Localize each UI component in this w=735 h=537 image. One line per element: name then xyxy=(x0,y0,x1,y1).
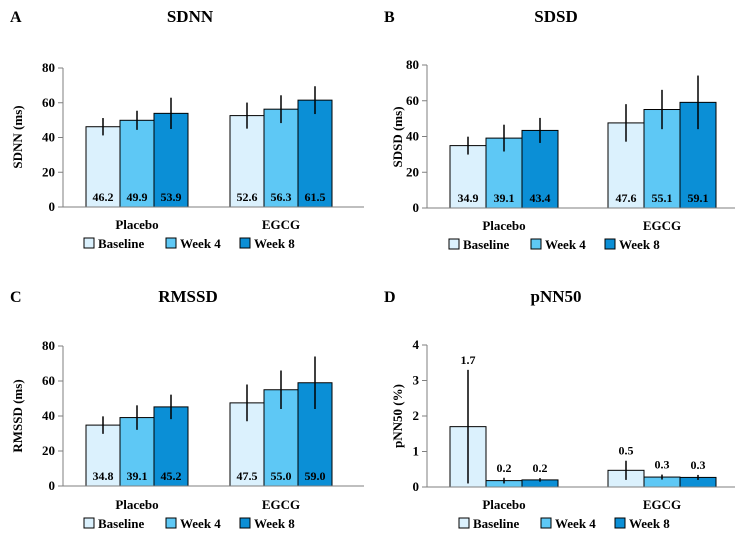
data-label: 56.3 xyxy=(271,190,292,204)
panel-letter: C xyxy=(10,289,22,306)
data-label: 0.5 xyxy=(619,444,634,458)
data-label: 55.1 xyxy=(652,191,673,205)
y-tick-label: 40 xyxy=(42,130,55,145)
bar-week-4 xyxy=(119,119,155,208)
legend-swatch xyxy=(239,237,251,249)
y-axis-label: SDSD (ms) xyxy=(390,106,405,167)
category-label: EGCG xyxy=(643,497,681,512)
category-label: Placebo xyxy=(115,497,158,512)
y-tick-label: 40 xyxy=(42,408,55,423)
chart-title: SDSD xyxy=(534,7,577,26)
category-label: EGCG xyxy=(643,218,681,233)
legend-label: Week 8 xyxy=(619,237,660,252)
y-tick-label: 60 xyxy=(42,95,55,110)
legend-label: Week 8 xyxy=(629,516,670,531)
y-tick-label: 80 xyxy=(42,60,55,75)
data-label: 45.2 xyxy=(161,469,182,483)
data-label: 52.6 xyxy=(237,190,258,204)
legend-swatch xyxy=(530,238,542,250)
bar-week-8 xyxy=(521,129,559,209)
data-label: 47.6 xyxy=(616,191,637,205)
y-tick-label: 80 xyxy=(406,57,419,72)
legend-swatch xyxy=(458,517,470,529)
data-label: 0.2 xyxy=(497,461,512,475)
legend-label: Baseline xyxy=(98,516,144,531)
chart-title: pNN50 xyxy=(530,287,581,306)
y-axis-label: RMSSD (ms) xyxy=(10,379,25,452)
y-tick-label: 4 xyxy=(413,337,420,352)
legend-swatch xyxy=(83,237,95,249)
legend-swatch xyxy=(239,517,251,529)
data-label: 39.1 xyxy=(127,469,148,483)
legend-label: Week 4 xyxy=(180,516,221,531)
data-label: 34.9 xyxy=(458,191,479,205)
data-label: 0.2 xyxy=(533,461,548,475)
data-label: 0.3 xyxy=(691,458,706,472)
y-axis-label: SDNN (ms) xyxy=(10,105,25,168)
legend-label: Week 4 xyxy=(180,236,221,251)
panel-letter: B xyxy=(384,9,395,26)
legend-label: Baseline xyxy=(463,237,509,252)
bar-baseline xyxy=(85,126,121,208)
y-tick-label: 2 xyxy=(413,408,420,423)
chart-title: RMSSD xyxy=(158,287,218,306)
category-label: Placebo xyxy=(482,218,525,233)
legend-label: Baseline xyxy=(473,516,519,531)
panel-letter: A xyxy=(10,9,22,26)
data-label: 53.9 xyxy=(161,190,182,204)
legend-label: Week 4 xyxy=(555,516,596,531)
y-tick-label: 60 xyxy=(406,93,419,108)
y-tick-label: 1 xyxy=(413,444,420,459)
legend-label: Baseline xyxy=(98,236,144,251)
data-label: 0.3 xyxy=(655,458,670,472)
panel-a: A SDNN SDNN (ms) 0 20 40 60 80 46.2 52.6 49.9 56.3 5… xyxy=(10,7,364,251)
legend-label: Week 8 xyxy=(254,236,295,251)
y-tick-label: 60 xyxy=(42,373,55,388)
bar-baseline xyxy=(85,424,121,487)
category-label: EGCG xyxy=(262,497,300,512)
panel-b: B SDSD SDSD (ms) 0 20 40 60 80 34.9 47.6 39.1 55.1 4… xyxy=(384,7,735,252)
legend-swatch xyxy=(165,517,177,529)
legend-label: Week 8 xyxy=(254,516,295,531)
data-label: 39.1 xyxy=(494,191,515,205)
legend-swatch xyxy=(83,517,95,529)
data-label: 43.4 xyxy=(530,191,551,205)
legend-swatch xyxy=(165,237,177,249)
panel-letter: D xyxy=(384,289,396,306)
category-label: Placebo xyxy=(115,217,158,232)
data-label: 55.0 xyxy=(271,469,292,483)
y-tick-label: 20 xyxy=(42,443,55,458)
bar-week-8 xyxy=(297,99,333,208)
category-label: Placebo xyxy=(482,497,525,512)
y-tick-label: 3 xyxy=(413,373,420,388)
y-tick-label: 20 xyxy=(42,164,55,179)
legend-swatch xyxy=(614,517,626,529)
legend-swatch xyxy=(604,238,616,250)
data-label: 61.5 xyxy=(305,190,326,204)
legend-swatch xyxy=(448,238,460,250)
data-label: 34.8 xyxy=(93,469,114,483)
data-label: 46.2 xyxy=(93,190,114,204)
y-tick-label: 80 xyxy=(42,338,55,353)
y-tick-label: 0 xyxy=(413,479,420,494)
data-label: 49.9 xyxy=(127,190,148,204)
y-tick-label: 0 xyxy=(49,199,56,214)
data-label: 1.7 xyxy=(461,353,476,367)
legend-swatch xyxy=(540,517,552,529)
y-tick-label: 40 xyxy=(406,129,419,144)
category-label: EGCG xyxy=(262,217,300,232)
y-axis-label: pNN50 (%) xyxy=(390,384,405,448)
data-label: 59.0 xyxy=(305,469,326,483)
legend-label: Week 4 xyxy=(545,237,586,252)
data-label: 47.5 xyxy=(237,469,258,483)
y-tick-label: 0 xyxy=(413,200,420,215)
y-tick-label: 0 xyxy=(49,478,56,493)
data-label: 59.1 xyxy=(688,191,709,205)
panel-c: C RMSSD RMSSD (ms) 0 20 40 60 80 34.8 47.5 39.1 55.… xyxy=(10,287,364,531)
chart-title: SDNN xyxy=(167,7,214,26)
y-tick-label: 20 xyxy=(406,164,419,179)
